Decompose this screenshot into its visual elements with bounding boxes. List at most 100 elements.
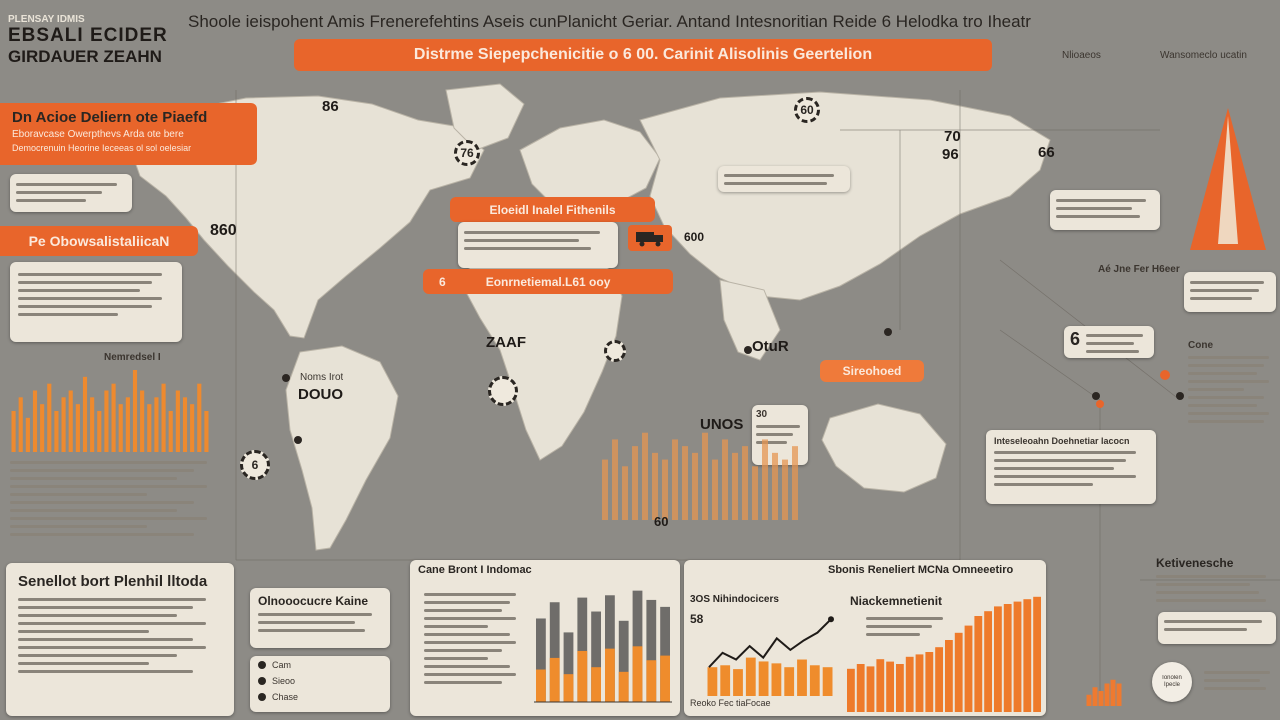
text-line <box>258 621 355 624</box>
chart-bar <box>1098 691 1104 706</box>
chart-bar <box>563 632 574 702</box>
text-line <box>464 231 601 234</box>
text-line <box>10 509 177 512</box>
text-line <box>424 649 502 652</box>
continent-greenland <box>445 83 525 151</box>
map-marker-mid[interactable] <box>604 340 626 362</box>
text-line <box>10 517 207 520</box>
chart-bar <box>662 459 668 520</box>
chart-bar <box>994 606 1002 712</box>
chart-bar <box>204 411 209 452</box>
alert-card[interactable]: Dn Acioe Deliern ote Piaefd Eboravcase O… <box>0 103 257 165</box>
info-card-value: 30 <box>756 409 768 420</box>
card-a-title: Cane Bront I Indomac <box>418 564 532 576</box>
map-label-douo: DOUO <box>298 386 343 403</box>
map-marker-6[interactable]: 6 <box>240 450 270 480</box>
chart-bar <box>97 411 102 452</box>
chart-bar <box>140 390 145 452</box>
chart-bar <box>925 652 934 712</box>
chart-bar <box>40 404 45 452</box>
text-line <box>866 633 920 636</box>
text-line <box>1188 388 1245 391</box>
map-dot <box>294 436 302 444</box>
bottom-left-card: Senellot bort Plenhil lltoda <box>6 563 234 716</box>
text-line <box>18 305 153 308</box>
chart-bar <box>702 432 708 520</box>
chart-bar <box>591 667 601 702</box>
section-pill[interactable]: Pe ObowsalistaliicaN <box>0 226 198 256</box>
map-dot <box>1092 392 1100 400</box>
top-right-label-2: Wansomeclo ucatin <box>1160 50 1247 61</box>
chart-bar <box>549 602 560 702</box>
right-info-card: Inteseleoahn Doehnetiar lacocn <box>986 430 1156 504</box>
card-b-x-axis: Reoko Fec tiaFocae <box>690 698 771 708</box>
chart-bar <box>886 661 894 712</box>
alert-subtitle-2: Democrenuin Heorine Ieceeas ol sol oeles… <box>12 143 192 153</box>
chart-bar <box>147 404 152 452</box>
left-text-block <box>10 456 224 541</box>
map-marker-africa[interactable] <box>488 376 518 406</box>
chart-bar <box>660 655 670 702</box>
chart-bar <box>954 632 963 712</box>
continent-australia <box>821 403 947 493</box>
chart-bar <box>646 599 657 702</box>
chart-bar <box>732 452 738 520</box>
map-top-card <box>718 166 850 192</box>
pill-prefix: 6 <box>439 274 446 289</box>
text-line <box>258 629 365 632</box>
center-pill-1[interactable]: Eloeidl Inalel Fithenils <box>450 197 655 222</box>
chart-bar <box>577 650 588 702</box>
chart-bar <box>54 411 59 452</box>
text-line <box>994 483 1093 486</box>
text-line <box>424 601 510 604</box>
text-line <box>1188 380 1269 383</box>
map-marker-top[interactable]: 60 <box>794 97 820 123</box>
chart-bar <box>32 390 38 452</box>
text-line <box>464 239 580 242</box>
text-line <box>1204 671 1271 674</box>
card-b-line-chart <box>707 616 834 696</box>
text-line <box>424 665 510 668</box>
text-line <box>1190 281 1264 284</box>
top-right-label-1: Nlioaeos <box>1062 50 1101 61</box>
chart-bar <box>75 404 80 452</box>
legend-item[interactable]: Chase <box>258 692 298 702</box>
map-label-86: 86 <box>322 98 339 115</box>
legend-label: Chase <box>272 692 299 702</box>
text-line <box>1156 599 1267 602</box>
chart-bar <box>974 616 983 712</box>
text-line <box>16 191 102 194</box>
truck-icon <box>628 225 672 251</box>
chart-bar <box>964 625 973 712</box>
right-bottom-block: Ketivenesche <box>1156 556 1276 607</box>
text-line <box>18 662 149 665</box>
map-label-96: 96 <box>942 146 959 163</box>
pill-label: Eonrnetiemal.L61 ooy <box>485 274 611 289</box>
map-dot <box>1160 370 1170 380</box>
headline-banner[interactable]: Distrme Siepepchenicitie o 6 00. Carinit… <box>294 39 992 71</box>
pin-icon <box>258 661 266 669</box>
continent-south-asia <box>719 279 781 361</box>
text-line <box>1190 297 1253 300</box>
chart-bar <box>111 383 116 452</box>
chart-bar <box>536 618 546 702</box>
line-chart-title: 3OS Nihindocicers <box>690 594 779 605</box>
legend-item[interactable]: Cam <box>258 660 291 670</box>
text-line <box>18 606 194 609</box>
card-a-text <box>424 588 524 689</box>
chart-bar <box>847 668 855 712</box>
chart-bar <box>1003 604 1012 712</box>
text-line <box>866 625 932 628</box>
center-pill-3[interactable]: Sireohoed <box>820 360 924 382</box>
chart-bar <box>809 665 820 696</box>
left-text-card-2 <box>10 262 182 342</box>
center-pill-2[interactable]: 6 Eonrnetiemal.L61 ooy <box>423 269 673 294</box>
text-line <box>10 477 177 480</box>
text-line <box>10 469 195 472</box>
map-marker-76[interactable]: 76 <box>454 140 480 166</box>
badge-logo[interactable]: Ionolen Ipecle <box>1152 662 1192 702</box>
text-line <box>424 673 516 676</box>
text-line <box>18 273 162 276</box>
legend-item[interactable]: Sieoo <box>258 676 295 686</box>
left-bar-chart <box>11 370 209 452</box>
